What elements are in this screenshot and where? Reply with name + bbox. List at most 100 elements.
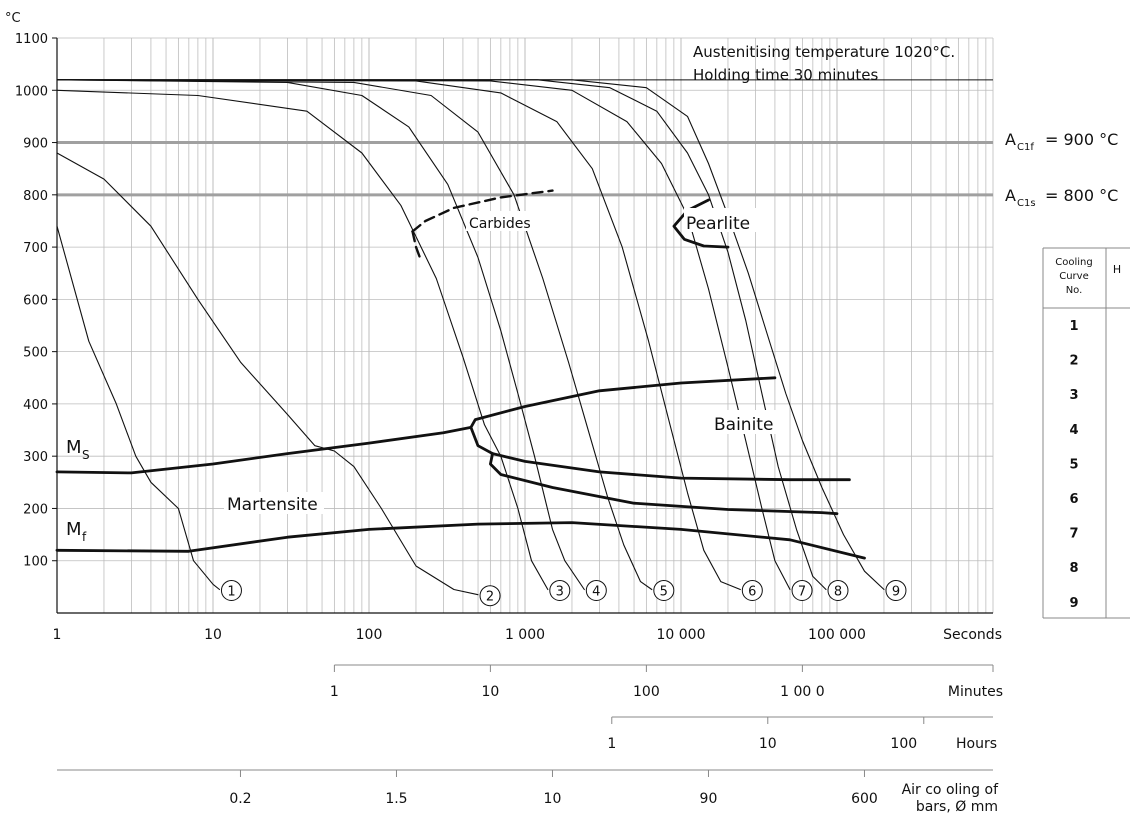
cooling-curve-3: [56, 89, 549, 591]
cooling-curve-1: [56, 225, 221, 591]
curve-number-circle: [585, 579, 607, 601]
table-header-line3: No.: [1066, 285, 1083, 296]
cooling-curve-8: [56, 79, 827, 591]
curve-number-label: 9: [892, 584, 900, 599]
cooling-curve-9: [56, 79, 885, 591]
y-tick-label: 500: [23, 346, 48, 361]
curve-number-circle: [791, 579, 813, 601]
bars-tick-label: 600: [851, 791, 878, 807]
minutes-tick-label: 100: [633, 684, 660, 700]
x-tick-label: 10 000: [657, 627, 706, 643]
table-row-number: 9: [1069, 596, 1078, 611]
carbides-bg: [466, 211, 550, 231]
y-tick-label: 600: [23, 293, 48, 308]
carbides-label: Carbides: [469, 216, 531, 232]
y-tick-label: 800: [23, 189, 48, 204]
curve-number-circle: [827, 579, 849, 601]
table-row-number: 3: [1069, 388, 1078, 403]
minutes-axis-title: Minutes: [948, 684, 1003, 700]
x-tick-label: 10: [204, 627, 222, 643]
curve-number-circle: [653, 579, 675, 601]
x-tick-label: 100 000: [808, 627, 866, 643]
plot-grid: [56, 37, 994, 613]
hours-tick-label: 1: [607, 736, 616, 752]
y-tick-label: 300: [23, 450, 48, 465]
ms-label-main: M: [66, 437, 82, 458]
cooling-curves: 1 2 3 4 5 6 7 8 9: [56, 79, 907, 607]
ac1s-label-rest: = 800 °C: [1045, 186, 1118, 205]
curve-number-circle: [885, 579, 907, 601]
curve-number-label: 2: [486, 590, 494, 605]
curve-number-circle: [220, 579, 242, 601]
table-header-col2: H: [1113, 263, 1121, 276]
phase-line-carbides-lower: [411, 230, 423, 262]
table-row-number: 8: [1069, 561, 1078, 576]
minutes-tick-label: 10: [481, 684, 499, 700]
y-tick-label: 200: [23, 502, 48, 517]
bars-axis-title-1: Air co oling of: [902, 782, 1000, 798]
mf-label-main: M: [66, 519, 82, 540]
table-row-number: 2: [1069, 354, 1078, 369]
cooling-curve-2: [56, 152, 479, 596]
curve-number-label: 5: [660, 584, 668, 599]
mf-label-sub: f: [82, 530, 87, 544]
curve-number-label: 6: [748, 584, 756, 599]
table-row-number: 1: [1069, 319, 1078, 334]
phase-line-mf: [55, 521, 866, 560]
table-row-number: 7: [1069, 527, 1078, 542]
bars-axis-title-2: bars, Ø mm: [916, 799, 998, 815]
minutes-tick-label: 1 00 0: [780, 684, 825, 700]
bainite-label: Bainite: [714, 415, 773, 435]
ac1f-label-rest: = 900 °C: [1045, 130, 1118, 149]
table-header-line1: Cooling: [1055, 257, 1092, 268]
pearlite-bg: [684, 208, 766, 232]
phase-line-bainite-nose: [469, 426, 494, 455]
table-row-number: 5: [1069, 457, 1078, 472]
legend-table: Cooling Curve No. H 1 2 3 4 5 6 7 8 9: [1042, 247, 1130, 619]
hours-axis-title: Hours: [956, 736, 997, 752]
curve-number-label: 3: [556, 584, 564, 599]
x-tick-label: 1: [53, 627, 62, 643]
curve-number-circle: [741, 579, 763, 601]
ac1f-label-main: A: [1005, 130, 1016, 149]
cooling-curve-7: [56, 79, 791, 591]
curve-number-circle: [549, 579, 571, 601]
phase-line-bainite-start: [469, 376, 777, 429]
phase-line-carbides: [411, 189, 554, 233]
ac1s-label-main: A: [1005, 186, 1016, 205]
curve-number-label: 1: [227, 584, 235, 599]
y-tick-label: 1000: [15, 84, 48, 99]
y-tick-label: 1100: [15, 32, 48, 47]
y-axis-unit: °C: [5, 11, 21, 26]
hours-tick-label: 100: [890, 736, 917, 752]
martensite-label: Martensite: [227, 495, 318, 515]
annotations: Austenitising temperature 1020°C. Holding…: [66, 43, 1118, 544]
austenitising-label-line2: Holding time 30 minutes: [693, 66, 879, 84]
bars-tick-label: 1.5: [385, 791, 407, 807]
phase-line-bainite-50%: [491, 452, 851, 482]
ac1f-label-sub: C1f: [1017, 142, 1034, 153]
x-tick-label: 100: [356, 627, 383, 643]
pearlite-label: Pearlite: [686, 214, 750, 234]
y-tick-label: 700: [23, 241, 48, 256]
bars-tick-label: 10: [544, 791, 562, 807]
transformation-lines: [55, 189, 866, 560]
table-header-line2: Curve: [1059, 271, 1089, 282]
hours-tick-label: 10: [759, 736, 777, 752]
y-tick-label: 400: [23, 398, 48, 413]
x-tick-label: 1 000: [505, 627, 545, 643]
phase-line-bainite-end: [489, 452, 839, 516]
y-tick-label: 100: [23, 555, 48, 570]
curve-number-label: 7: [798, 584, 806, 599]
x-axis-title: Seconds: [943, 627, 1002, 643]
ms-label-sub: S: [82, 448, 90, 462]
cooling-curve-5: [56, 79, 653, 591]
curve-number-label: 4: [592, 584, 600, 599]
cooling-curve-6: [56, 79, 741, 591]
table-row-number: 4: [1069, 423, 1078, 438]
austenitising-label-line1: Austenitising temperature 1020°C.: [693, 43, 955, 61]
phase-line-ms: [55, 426, 473, 475]
table-row-number: 6: [1069, 492, 1078, 507]
